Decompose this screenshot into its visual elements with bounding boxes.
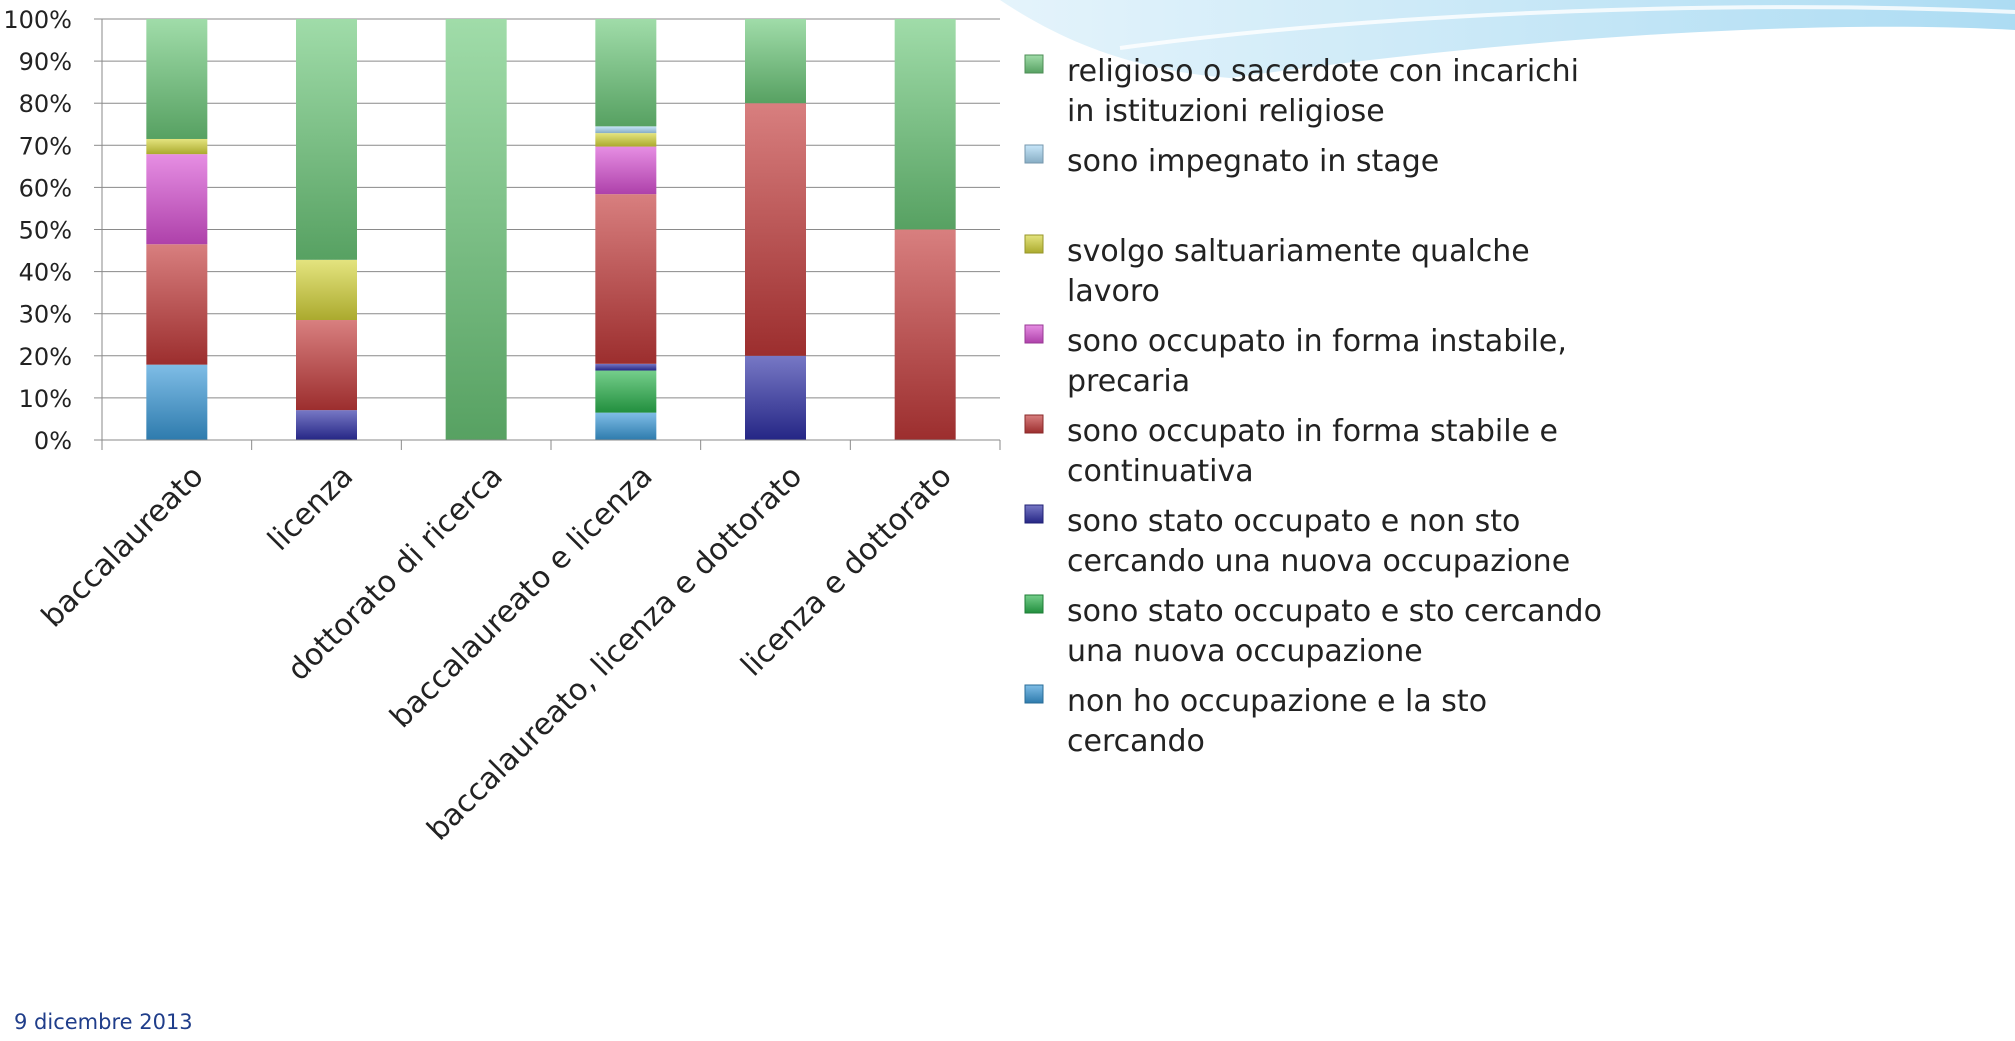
- y-tick-label: 20%: [19, 343, 72, 371]
- y-tick-label: 40%: [19, 259, 72, 287]
- decorative-wave-stripe: [1119, 5, 2015, 50]
- legend-swatch: [1024, 144, 1044, 164]
- bar-segment: [296, 19, 357, 260]
- legend-label: sono stato occupato e sto cercando: [1067, 594, 1602, 629]
- y-tick-label: 100%: [3, 6, 72, 34]
- legend-label: lavoro: [1067, 274, 1160, 309]
- legend-swatch: [1024, 414, 1044, 434]
- y-tick-label: 70%: [19, 132, 72, 160]
- legend-swatch: [1024, 324, 1044, 344]
- bars: [146, 19, 956, 440]
- legend-label: precaria: [1067, 364, 1190, 399]
- bar-segment: [296, 410, 357, 440]
- y-tick-label: 80%: [19, 90, 72, 118]
- bar-segment: [146, 154, 208, 245]
- grid: [102, 18, 1000, 441]
- bar-segment: [894, 229, 956, 440]
- x-tick-label: baccalaureato e licenza: [383, 459, 659, 735]
- y-tick-label: 10%: [19, 385, 72, 413]
- legend-label: svolgo saltuariamente qualche: [1067, 234, 1530, 269]
- legend-label: in istituzioni religiose: [1067, 94, 1385, 129]
- bar-segment: [745, 103, 806, 356]
- legend-label: sono impegnato in stage: [1067, 144, 1439, 179]
- y-tick-label: 90%: [19, 48, 72, 76]
- y-tick-label: 30%: [19, 301, 72, 329]
- legend-label: sono occupato in forma instabile,: [1067, 324, 1567, 359]
- bar-segment: [146, 244, 208, 365]
- legend-label: cercando una nuova occupazione: [1067, 544, 1570, 579]
- legend-label: non ho occupazione e la sto: [1067, 684, 1487, 719]
- legend-label: religioso o sacerdote con incarichi: [1067, 54, 1579, 89]
- x-tick-label: baccalaureato: [35, 459, 210, 634]
- bar-segment: [595, 363, 657, 371]
- legend-swatch: [1024, 504, 1044, 524]
- bar-segment: [296, 320, 357, 411]
- bar-segment: [745, 355, 806, 440]
- legend-label: sono stato occupato e non sto: [1067, 504, 1520, 539]
- legend-label: cercando: [1067, 724, 1205, 759]
- bar-segment: [146, 364, 208, 440]
- bar-segment: [296, 259, 357, 321]
- legend: religioso o sacerdote con incarichi in is…: [1024, 54, 1602, 759]
- legend-swatch: [1024, 54, 1044, 74]
- legend-swatch: [1024, 684, 1044, 704]
- bar-segment: [595, 19, 657, 127]
- decorative-wave: [1000, 0, 2015, 78]
- bar-segment: [595, 133, 657, 147]
- y-tick-label: 60%: [19, 174, 72, 202]
- legend-label: sono occupato in forma stabile e: [1067, 414, 1558, 449]
- bar-segment: [146, 19, 208, 139]
- bar-segment: [595, 194, 657, 364]
- bar-segment: [595, 412, 657, 440]
- bar-segment: [595, 146, 657, 195]
- legend-swatch: [1024, 234, 1044, 254]
- y-tick-label: 50%: [19, 217, 72, 245]
- legend-label: continuativa: [1067, 454, 1254, 489]
- footer-date: 9 dicembre 2013: [14, 1010, 193, 1034]
- bar-segment: [894, 19, 956, 230]
- bar-segment: [595, 126, 657, 134]
- bar-segment: [445, 19, 507, 440]
- x-tick-label: licenza: [261, 459, 360, 558]
- y-tick-label: 0%: [34, 427, 72, 455]
- bar-segment: [745, 19, 806, 104]
- bar-segment: [595, 370, 657, 413]
- legend-swatch: [1024, 594, 1044, 614]
- legend-label: una nuova occupazione: [1067, 634, 1423, 669]
- bar-segment: [146, 138, 208, 155]
